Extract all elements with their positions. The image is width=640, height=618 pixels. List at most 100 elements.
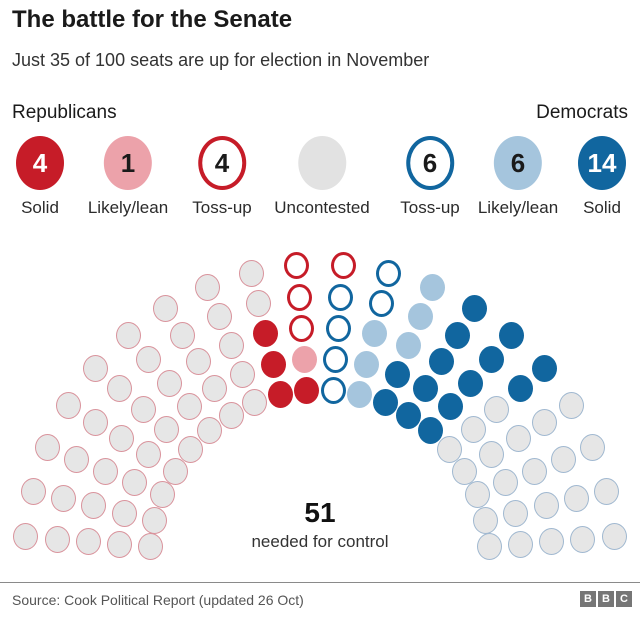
seat-dot-democrat-solid xyxy=(396,401,422,429)
legend-circle-rep-likely-lean: 1 xyxy=(103,136,152,190)
legend-item-rep-likely-lean: 1 Likely/lean xyxy=(88,136,168,218)
seat-dot-republican-not-up-for-election xyxy=(44,525,70,553)
seat-dot-democrat-not-up-for-election xyxy=(580,433,606,461)
seat-dot-republican-not-up-for-election xyxy=(176,393,202,421)
seat-dot-republican-not-up-for-election xyxy=(142,506,168,534)
seat-dot-republican-not-up-for-election xyxy=(218,401,244,429)
seat-dot-republican-not-up-for-election xyxy=(218,331,244,359)
seat-dot-republican-not-up-for-election xyxy=(194,273,220,301)
page-subtitle: Just 35 of 100 seats are up for election… xyxy=(12,50,430,70)
seat-dot-democrat-not-up-for-election xyxy=(505,425,531,453)
seat-dot-republican-not-up-for-election xyxy=(245,290,271,318)
seat-dot-democrat-solid xyxy=(445,321,471,349)
seat-dot-republican-not-up-for-election xyxy=(156,369,182,397)
seat-dot-democrat-not-up-for-election xyxy=(503,499,529,527)
seat-dot-republican-not-up-for-election xyxy=(136,345,162,373)
seat-dot-democrat-not-up-for-election xyxy=(476,533,502,561)
seat-dot-democrat-not-up-for-election xyxy=(479,441,505,469)
seat-dot-democrat-toss-up xyxy=(323,345,349,373)
seat-dot-democrat-toss-up xyxy=(369,290,395,318)
seat-dot-democrat-solid xyxy=(428,348,454,376)
seat-dot-republican-not-up-for-election xyxy=(92,457,118,485)
bbc-logo-letter: B xyxy=(580,591,596,607)
majority-label: needed for control xyxy=(251,532,389,551)
seat-dot-democrat-not-up-for-election xyxy=(594,477,620,505)
seat-dot-republican-not-up-for-election xyxy=(178,436,204,464)
seat-dot-republican-not-up-for-election xyxy=(75,528,101,556)
seat-dot-democrat-not-up-for-election xyxy=(570,525,596,553)
legend-circle-dem-tossup: 6 xyxy=(406,136,454,190)
seat-dot-democrat-solid xyxy=(417,417,443,445)
seat-dot-democrat-not-up-for-election xyxy=(460,415,486,443)
seat-dot-republican-likely-lean xyxy=(291,345,317,373)
legend-label: Toss-up xyxy=(400,198,460,217)
seat-dot-republican-not-up-for-election xyxy=(55,392,81,420)
seat-dot-republican-not-up-for-election xyxy=(162,457,188,485)
seat-dot-democrat-solid xyxy=(531,354,557,382)
seat-dot-republican-solid xyxy=(267,381,293,409)
legend-count: 4 xyxy=(32,147,48,178)
seat-dot-republican-toss-up xyxy=(330,252,356,280)
seat-dot-republican-toss-up xyxy=(284,252,310,280)
seat-dot-democrat-not-up-for-election xyxy=(508,530,534,558)
legend-item-dem-solid: 14 Solid xyxy=(578,136,626,218)
seat-dot-republican-not-up-for-election xyxy=(150,481,176,509)
legend-circle-rep-solid: 4 xyxy=(16,136,64,190)
majority-number: 51 xyxy=(304,497,336,528)
legend-circle-uncontested xyxy=(297,136,346,190)
seat-dot-democrat-solid xyxy=(499,322,525,350)
legend-label: Uncontested xyxy=(274,198,370,217)
seat-dot-republican-toss-up xyxy=(286,283,312,311)
seat-dot-democrat-not-up-for-election xyxy=(559,392,585,420)
seat-dot-republican-not-up-for-election xyxy=(197,417,223,445)
seat-dot-democrat-not-up-for-election xyxy=(601,523,627,551)
seat-dot-republican-not-up-for-election xyxy=(82,408,108,436)
seat-dot-democrat-likely-lean xyxy=(347,381,373,409)
seat-dot-democrat-not-up-for-election xyxy=(539,528,565,556)
seat-dot-republican-not-up-for-election xyxy=(135,441,161,469)
seat-dot-democrat-not-up-for-election xyxy=(472,506,498,534)
seat-dot-democrat-solid xyxy=(384,360,410,388)
seat-dot-democrat-toss-up xyxy=(320,377,346,405)
seat-dot-republican-not-up-for-election xyxy=(63,445,89,473)
democrats-label: Democrats xyxy=(536,102,628,123)
legend-label: Solid xyxy=(583,198,621,217)
seat-dot-republican-not-up-for-election xyxy=(83,354,109,382)
seat-dot-democrat-likely-lean xyxy=(361,320,387,348)
seat-dot-republican-not-up-for-election xyxy=(154,415,180,443)
seat-dot-republican-not-up-for-election xyxy=(81,492,107,520)
seat-dot-republican-not-up-for-election xyxy=(202,374,228,402)
legend-count: 6 xyxy=(422,147,438,178)
seat-dot-republican-not-up-for-election xyxy=(51,484,77,512)
legend-item-rep-solid: 4 Solid xyxy=(16,136,64,218)
seat-dot-democrat-not-up-for-election xyxy=(484,395,510,423)
legend-item-dem-likely-lean: 6 Likely/lean xyxy=(478,136,558,218)
seat-dot-republican-not-up-for-election xyxy=(206,302,232,330)
seat-dot-republican-solid xyxy=(294,377,320,405)
seat-dot-republican-not-up-for-election xyxy=(20,477,46,505)
seat-dot-democrat-toss-up xyxy=(376,259,402,287)
seat-dot-democrat-likely-lean xyxy=(420,273,446,301)
seat-dot-democrat-solid xyxy=(458,369,484,397)
legend-item-dem-tossup: 6 Toss-up xyxy=(400,136,460,218)
seat-dot-republican-not-up-for-election xyxy=(153,294,179,322)
seat-dot-democrat-not-up-for-election xyxy=(493,469,519,497)
seat-dot-democrat-not-up-for-election xyxy=(436,436,462,464)
seat-dot-republican-not-up-for-election xyxy=(169,321,195,349)
legend-circle-dem-solid: 14 xyxy=(578,136,626,190)
seat-dot-democrat-solid xyxy=(438,393,464,421)
legend-item-rep-tossup: 4 Toss-up xyxy=(192,136,252,218)
legend-count: 14 xyxy=(587,147,617,178)
legend-label: Likely/lean xyxy=(477,198,559,217)
seat-dot-democrat-likely-lean xyxy=(396,331,422,359)
seat-dot-republican-not-up-for-election xyxy=(109,425,135,453)
seat-dot-republican-not-up-for-election xyxy=(13,523,39,551)
seat-dot-republican-solid xyxy=(260,350,286,378)
seat-dot-republican-toss-up xyxy=(289,314,315,342)
seat-dot-democrat-solid xyxy=(478,345,504,373)
majority-annotation: 51 needed for control xyxy=(251,498,388,552)
seat-dot-democrat-not-up-for-election xyxy=(532,408,558,436)
seat-dot-democrat-solid xyxy=(461,294,487,322)
